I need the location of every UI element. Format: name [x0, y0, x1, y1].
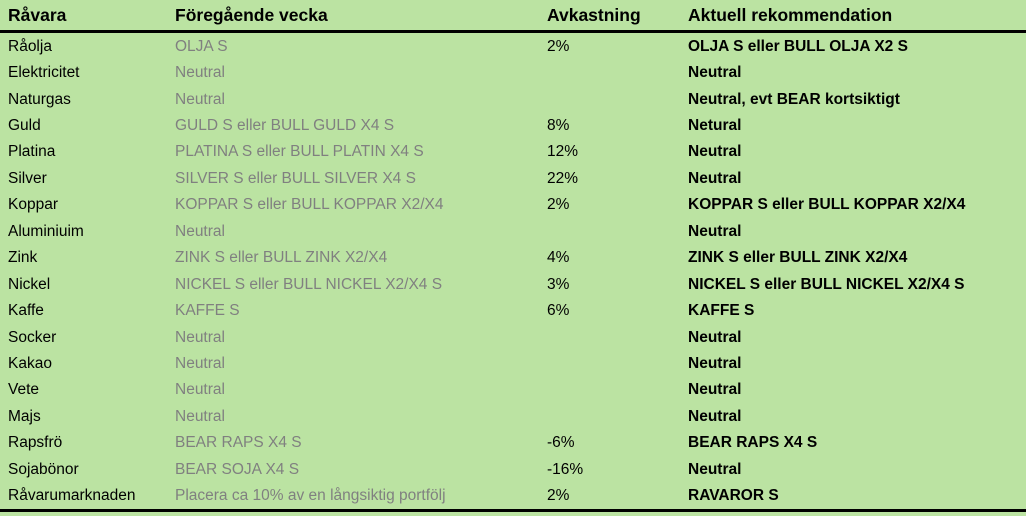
- table-bottom-border: [0, 509, 1026, 512]
- table-row: Sojabönor BEAR SOJA X4 S -16% Neutral: [0, 456, 1026, 482]
- table-row: Nickel NICKEL S eller BULL NICKEL X2/X4 …: [0, 271, 1026, 297]
- previous-week-cell: SILVER S eller BULL SILVER X4 S: [175, 169, 416, 187]
- return-cell: 6%: [547, 302, 570, 320]
- previous-week-cell: Neutral: [175, 328, 225, 346]
- recommendation-cell: ZINK S eller BULL ZINK X2/X4: [688, 249, 908, 267]
- recommendation-cell: Neutral: [688, 143, 742, 161]
- recommendation-cell: Neutral: [688, 460, 742, 478]
- table-row: Socker Neutral Neutral: [0, 324, 1026, 350]
- previous-week-cell: Neutral: [175, 407, 225, 425]
- recommendation-cell: BEAR RAPS X4 S: [688, 434, 818, 452]
- table-row: Koppar KOPPAR S eller BULL KOPPAR X2/X4 …: [0, 192, 1026, 218]
- commodity-name-cell: Guld: [8, 117, 41, 134]
- column-header-aktuell-rekommendation: Aktuell rekommendation: [688, 4, 893, 25]
- previous-week-cell: BEAR RAPS X4 S: [175, 434, 302, 452]
- commodity-name-cell: Rapsfrö: [8, 434, 63, 452]
- table-row: Kakao Neutral Neutral: [0, 350, 1026, 376]
- previous-week-cell: Neutral: [175, 90, 225, 108]
- return-cell: 12%: [547, 143, 579, 161]
- commodity-name-cell: Platina: [8, 143, 56, 161]
- commodity-name-cell: Nickel: [8, 275, 51, 293]
- commodity-name-cell: Kakao: [8, 354, 52, 372]
- table-row: Silver SILVER S eller BULL SILVER X4 S 2…: [0, 165, 1026, 191]
- table-row: Aluminiuim Neutral Neutral: [0, 218, 1026, 244]
- commodity-name-cell: Zink: [8, 249, 38, 267]
- commodity-name-cell: Sojabönor: [8, 460, 79, 478]
- recommendation-cell: Neutral, evt BEAR kortsiktigt: [688, 90, 900, 108]
- recommendation-cell: Neutral: [688, 169, 742, 187]
- table-row: Rapsfrö BEAR RAPS X4 S -6% BEAR RAPS X4 …: [0, 430, 1026, 456]
- previous-week-cell: KOPPAR S eller BULL KOPPAR X2/X4: [175, 196, 444, 214]
- recommendation-cell: Netural: [688, 117, 742, 134]
- table-body: Råolja OLJA S 2% OLJA S eller BULL OLJA …: [0, 33, 1026, 509]
- recommendation-cell: Neutral: [688, 381, 742, 399]
- previous-week-cell: Neutral: [175, 222, 225, 240]
- column-header-foregaende-vecka: Föregående vecka: [175, 4, 328, 25]
- table-row: Platina PLATINA S eller BULL PLATIN X4 S…: [0, 139, 1026, 165]
- recommendation-cell: KAFFE S: [688, 302, 755, 320]
- previous-week-cell: GULD S eller BULL GULD X4 S: [175, 117, 395, 134]
- table-row: Vete Neutral Neutral: [0, 377, 1026, 403]
- table-row: Elektricitet Neutral Neutral: [0, 59, 1026, 85]
- table-row: Majs Neutral Neutral: [0, 403, 1026, 429]
- return-cell: 22%: [547, 169, 579, 187]
- commodity-name-cell: Vete: [8, 381, 40, 399]
- table-row: Råvarumarknaden Placera ca 10% av en lån…: [0, 482, 1026, 508]
- return-cell: 2%: [547, 196, 570, 214]
- previous-week-cell: Neutral: [175, 381, 225, 399]
- table-row: Guld GULD S eller BULL GULD X4 S 8% Netu…: [0, 112, 1026, 138]
- recommendation-cell: Neutral: [688, 222, 742, 240]
- table-row: Zink ZINK S eller BULL ZINK X2/X4 4% ZIN…: [0, 245, 1026, 271]
- table-header-row: Råvara Föregående vecka Avkastning Aktue…: [0, 0, 1026, 33]
- previous-week-cell: ZINK S eller BULL ZINK X2/X4: [175, 249, 388, 267]
- column-header-avkastning: Avkastning: [547, 4, 641, 25]
- return-cell: 2%: [547, 487, 570, 505]
- commodity-name-cell: Majs: [8, 407, 41, 425]
- commodity-name-cell: Naturgas: [8, 90, 71, 108]
- recommendation-cell: Neutral: [688, 64, 742, 82]
- recommendation-cell: OLJA S eller BULL OLJA X2 S: [688, 37, 908, 55]
- commodity-name-cell: Silver: [8, 169, 47, 187]
- previous-week-cell: NICKEL S eller BULL NICKEL X2/X4 S: [175, 275, 443, 293]
- previous-week-cell: Neutral: [175, 64, 225, 82]
- table-row: Kaffe KAFFE S 6% KAFFE S: [0, 297, 1026, 323]
- recommendation-cell: Neutral: [688, 407, 742, 425]
- recommendation-cell: Neutral: [688, 354, 742, 372]
- previous-week-cell: Placera ca 10% av en långsiktig portfölj: [175, 487, 446, 505]
- commodity-name-cell: Koppar: [8, 196, 58, 214]
- commodity-name-cell: Socker: [8, 328, 57, 346]
- previous-week-cell: PLATINA S eller BULL PLATIN X4 S: [175, 143, 424, 161]
- return-cell: 4%: [547, 249, 570, 267]
- return-cell: 2%: [547, 37, 570, 55]
- recommendation-cell: NICKEL S eller BULL NICKEL X2/X4 S: [688, 275, 965, 293]
- return-cell: -16%: [547, 460, 584, 478]
- previous-week-cell: Neutral: [175, 354, 225, 372]
- return-cell: 3%: [547, 275, 570, 293]
- column-header-ravara: Råvara: [8, 4, 67, 25]
- previous-week-cell: KAFFE S: [175, 302, 240, 320]
- table-row: Råolja OLJA S 2% OLJA S eller BULL OLJA …: [0, 33, 1026, 59]
- previous-week-cell: OLJA S: [175, 37, 228, 55]
- recommendation-cell: Neutral: [688, 328, 742, 346]
- recommendation-cell: RAVAROR S: [688, 487, 779, 505]
- recommendation-cell: KOPPAR S eller BULL KOPPAR X2/X4: [688, 196, 966, 214]
- commodity-name-cell: Elektricitet: [8, 64, 80, 82]
- return-cell: -6%: [547, 434, 575, 452]
- commodity-name-cell: Kaffe: [8, 302, 44, 320]
- commodity-name-cell: Råvarumarknaden: [8, 487, 136, 505]
- previous-week-cell: BEAR SOJA X4 S: [175, 460, 300, 478]
- commodity-name-cell: Aluminiuim: [8, 222, 84, 240]
- table-row: Naturgas Neutral Neutral, evt BEAR korts…: [0, 86, 1026, 112]
- return-cell: 8%: [547, 117, 570, 134]
- commodity-name-cell: Råolja: [8, 37, 52, 55]
